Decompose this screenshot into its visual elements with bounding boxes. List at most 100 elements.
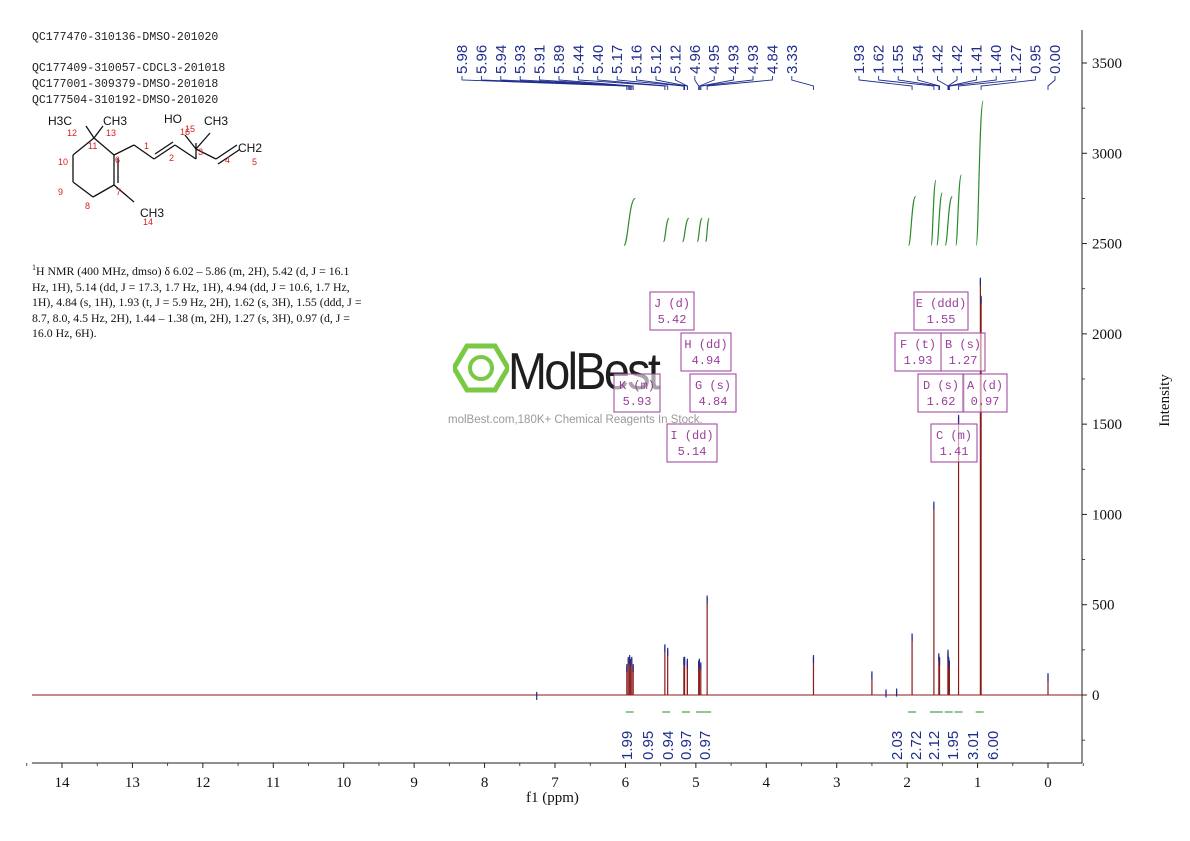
- x-tick-label: 11: [266, 775, 280, 791]
- multiplet-box: [930, 423, 978, 463]
- multiplet-shift: 1.27: [949, 354, 978, 368]
- peak-label: 4.93: [745, 45, 762, 74]
- multiplet-name: F (t): [900, 338, 936, 352]
- peak-label: 3.33: [784, 45, 801, 74]
- atom-label: CH3: [204, 114, 228, 128]
- integral-value: 2.72: [908, 731, 925, 760]
- multiplet-shift: 0.97: [971, 395, 1000, 409]
- peak-label-leader: [917, 76, 940, 90]
- peak-label-leader: [791, 76, 814, 90]
- multiplet-name: G (s): [695, 379, 731, 393]
- multiplet-box: [913, 291, 969, 331]
- multiplet-name: H (dd): [684, 338, 727, 352]
- y-tick-label: 2000: [1092, 327, 1122, 343]
- y-tick-label: 1500: [1092, 417, 1122, 433]
- integral-curve: [696, 217, 703, 243]
- integral-curve: [955, 174, 962, 246]
- multiplet-box: [613, 373, 661, 413]
- atom-number: 9: [58, 187, 63, 197]
- atom-label: CH3: [140, 206, 164, 220]
- multiplet-box: [666, 423, 718, 463]
- atom-label: H3C: [48, 114, 72, 128]
- atom-number: 12: [67, 128, 77, 138]
- integral-curve: [681, 217, 690, 243]
- peak-label: 1.27: [1008, 45, 1025, 74]
- x-tick-label: 2: [903, 775, 911, 791]
- sample-id-line: QC177409-310057-CDCL3-201018: [32, 62, 226, 75]
- peak-label: 1.93: [851, 45, 868, 74]
- nmr-description-text: H NMR (400 MHz, dmso) δ 6.02 – 5.86 (m, …: [32, 263, 362, 341]
- peak-label: 5.93: [512, 45, 529, 74]
- x-tick-label: 10: [336, 775, 351, 791]
- peak-label-leader: [980, 76, 1036, 90]
- sample-id-line: QC177470-310136-DMSO-201020: [32, 31, 219, 44]
- multiplet-name: I (dd): [670, 429, 713, 443]
- peak-label: 1.42: [949, 45, 966, 74]
- multiplet-shift: 5.93: [623, 395, 652, 409]
- atom-label: CH2: [238, 141, 262, 155]
- watermark-logo-icon: [453, 343, 509, 393]
- sample-id-line: QC177504-310192-DMSO-201020: [32, 94, 219, 107]
- multiplet-shift: 1.55: [927, 313, 956, 327]
- x-tick-label: 7: [551, 775, 559, 791]
- x-tick-label: 12: [195, 775, 210, 791]
- multiplet-name: B (s): [945, 338, 981, 352]
- atom-label: CH3: [103, 114, 127, 128]
- atom-label: HO: [164, 112, 182, 126]
- integral-value: 0.97: [678, 731, 695, 760]
- multiplet-shift: 5.42: [658, 313, 687, 327]
- integral-curve: [975, 100, 984, 246]
- watermark-tagline: molBest.com,180K+ Chemical Reagents In S…: [448, 414, 703, 426]
- peak-label: 1.42: [929, 45, 946, 74]
- peak-label-leader: [558, 76, 634, 90]
- chemical-structure: H3C CH3 HO CH3 CH2 CH3 1 2 3 4 5 6 7 8 9…: [48, 112, 262, 227]
- multiplet-box: [962, 373, 1008, 413]
- peak-label: 5.12: [667, 45, 684, 74]
- x-tick-label: 9: [410, 775, 418, 791]
- x-tick-label: 4: [763, 775, 771, 791]
- atom-number: 16: [180, 127, 190, 137]
- peak-label: 0.95: [1027, 45, 1044, 74]
- peak-label: 5.17: [609, 45, 626, 74]
- integral-curve: [944, 196, 953, 246]
- peak-label-leader: [948, 76, 978, 90]
- peak-label-leader: [858, 76, 913, 90]
- peak-label: 4.95: [706, 45, 723, 74]
- multiplet-name: A (d): [967, 379, 1003, 393]
- peak-label: 4.96: [687, 45, 704, 74]
- peak-label-leader: [597, 76, 669, 90]
- peak-label-leader: [500, 76, 631, 90]
- peak-label-leader: [897, 76, 940, 90]
- x-tick-label: 14: [55, 775, 71, 791]
- integral-value: 2.03: [889, 731, 906, 760]
- atom-number: 13: [106, 128, 116, 138]
- integral-curve: [907, 196, 917, 246]
- y-axis-title: Intensity: [1156, 374, 1173, 427]
- peak-label-leader: [480, 76, 629, 90]
- x-tick-label: 8: [481, 775, 489, 791]
- peak-label: 5.12: [648, 45, 665, 74]
- peak-label-leader: [700, 76, 754, 90]
- atom-number: 8: [85, 201, 90, 211]
- peak-label-leader: [698, 76, 715, 90]
- y-tick-label: 3500: [1092, 56, 1122, 72]
- x-tick-label: 6: [622, 775, 630, 791]
- integral-curve: [623, 197, 636, 246]
- atom-number: 10: [58, 157, 68, 167]
- multiplet-name: D (s): [923, 379, 959, 393]
- multiplet-box: [894, 332, 942, 372]
- peak-label: 4.93: [726, 45, 743, 74]
- peak-label: 5.44: [570, 45, 587, 74]
- peak-label: 1.62: [871, 45, 888, 74]
- atom-number: 1: [144, 141, 149, 151]
- y-tick-label: 1000: [1092, 507, 1122, 523]
- integral-value: 0.95: [640, 731, 657, 760]
- atom-number: 3: [198, 147, 203, 157]
- multiplet-shift: 1.62: [927, 395, 956, 409]
- peak-label-leader: [878, 76, 935, 90]
- multiplet-shift: 1.41: [940, 445, 969, 459]
- atom-number: 14: [143, 217, 153, 227]
- peak-label-leader: [519, 76, 631, 90]
- multiplet-shift: 1.93: [904, 354, 933, 368]
